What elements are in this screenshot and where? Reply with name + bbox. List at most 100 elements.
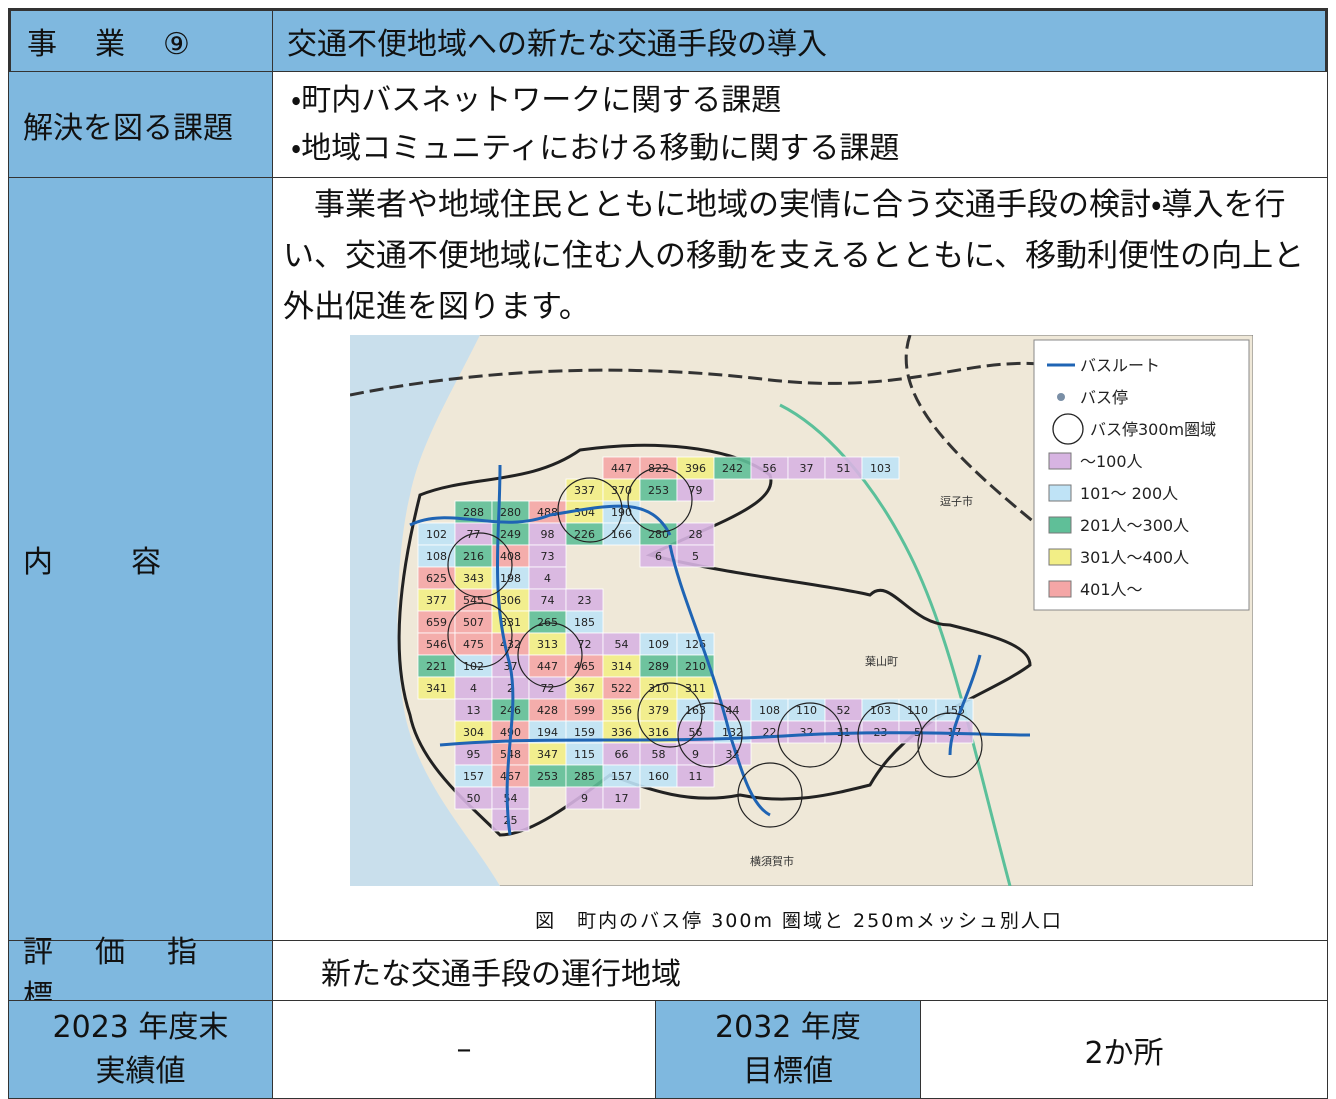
mesh-value: 44 — [726, 704, 740, 717]
content-cell: 事業者や地域住民とともに地域の実情に合う交通手段の検討・導入を行い、交通不便地域… — [272, 177, 1328, 941]
mesh-value: 377 — [426, 594, 447, 607]
mesh-value: 249 — [500, 528, 521, 541]
mesh-value: 347 — [537, 748, 558, 761]
mesh-value: 356 — [611, 704, 632, 717]
mesh-value: 98 — [541, 528, 555, 541]
mesh-value: 428 — [537, 704, 558, 717]
mesh-value: 25 — [504, 814, 518, 827]
mesh-value: 313 — [537, 638, 558, 651]
mesh-value: 465 — [574, 660, 595, 673]
mesh-value: 210 — [685, 660, 706, 673]
mesh-value: 4 — [544, 572, 551, 585]
mesh-value: 102 — [426, 528, 447, 541]
mesh-value: 185 — [574, 616, 595, 629]
legend-label: ～100人 — [1080, 452, 1143, 471]
bus-stop-rings — [447, 467, 983, 828]
mesh-value: 289 — [648, 660, 669, 673]
mesh-value: 522 — [611, 682, 632, 695]
mesh-value: 74 — [541, 594, 555, 607]
content-text: 事業者や地域住民とともに地域の実情に合う交通手段の検討・導入を行い、交通不便地域… — [283, 187, 1305, 325]
legend-swatch — [1048, 452, 1072, 470]
header-title: 交通不便地域への新たな交通手段の導入 — [272, 8, 1328, 72]
mesh-value: 54 — [504, 792, 518, 805]
mesh-value: 108 — [759, 704, 780, 717]
legend-label: バス停300m圏域 — [1090, 420, 1216, 439]
indicator-text: 新たな交通手段の運行地域 — [272, 940, 1328, 1001]
mesh-value: 32 — [800, 726, 814, 739]
label-line: 目標値 — [743, 1053, 833, 1089]
header-label: 事 業 ⑨ — [8, 8, 273, 72]
mesh-value: 625 — [426, 572, 447, 585]
legend-label: 401人～ — [1080, 580, 1143, 599]
mesh-value: 659 — [426, 616, 447, 629]
issue: ・町内バスネットワークに関する課題 — [291, 82, 782, 118]
target-label: 2032 年度 目標値 — [655, 1000, 921, 1099]
current-value: – — [272, 1000, 656, 1099]
mesh-value: 5 — [692, 550, 699, 563]
mesh-value: 54 — [615, 638, 629, 651]
mesh-value: 58 — [652, 748, 666, 761]
mesh-value: 367 — [574, 682, 595, 695]
mesh-value: 17 — [615, 792, 629, 805]
mesh-value: 9 — [581, 792, 588, 805]
mesh-value: 343 — [463, 572, 484, 585]
mesh-value: 79 — [689, 484, 703, 497]
mesh-value: 306 — [500, 594, 521, 607]
mesh-value: 226 — [574, 528, 595, 541]
legend-label: 201人～300人 — [1080, 516, 1189, 535]
mesh-cell — [676, 764, 715, 788]
mesh-cell — [676, 544, 715, 568]
mesh-value: 310 — [648, 682, 669, 695]
legend-label: バスルート — [1080, 356, 1160, 375]
mesh-value: 52 — [837, 704, 851, 717]
mesh-value: 341 — [426, 682, 447, 695]
mesh-value: 246 — [500, 704, 521, 717]
mesh-value: 379 — [648, 704, 669, 717]
mesh-value: 56 — [763, 462, 777, 475]
mesh-value: 253 — [648, 484, 669, 497]
mesh-value: 51 — [837, 462, 851, 475]
mesh-value: 198 — [500, 572, 521, 585]
mesh-value: 475 — [463, 638, 484, 651]
mesh-value: 447 — [611, 462, 632, 475]
legend-swatch — [1048, 548, 1072, 566]
mesh-value: 23 — [578, 594, 592, 607]
sea — [350, 335, 500, 886]
mesh-value: 331 — [500, 616, 521, 629]
legend-swatch — [1048, 516, 1072, 534]
mesh-value: 13 — [467, 704, 481, 717]
issues-cell: ・町内バスネットワークに関する課題 ・地域コミュニティにおける移動に関する課題 — [272, 71, 1328, 178]
mesh-value: 37 — [800, 462, 814, 475]
legend-label: 101～ 200人 — [1080, 484, 1178, 503]
mesh-cell — [676, 478, 715, 502]
legend-swatch — [1052, 413, 1084, 445]
mesh-value: 77 — [467, 528, 481, 541]
label-line: 実績値 — [95, 1053, 186, 1089]
legend-swatch — [1048, 484, 1072, 502]
map-caption: 図 町内のバス停 300m 圏域と 250mメッシュ別人口 — [535, 910, 1063, 932]
mesh-value: 9 — [692, 748, 699, 761]
mesh-value: 159 — [574, 726, 595, 739]
place-name: 葉山町 — [865, 654, 898, 668]
legend-swatch — [1048, 580, 1072, 598]
mesh-value: 336 — [611, 726, 632, 739]
mesh-value: 253 — [537, 770, 558, 783]
mesh-value: 108 — [426, 550, 447, 563]
mesh-value: 6 — [655, 550, 662, 563]
issue: ・地域コミュニティにおける移動に関する課題 — [291, 130, 900, 166]
mesh-value: 50 — [467, 792, 481, 805]
mesh-value: 95 — [467, 748, 481, 761]
current-label: 2023 年度末 実績値 — [8, 1000, 273, 1099]
rail — [350, 361, 1051, 397]
mesh-value: 160 — [648, 770, 669, 783]
mesh-value: 288 — [463, 506, 484, 519]
issues-label: 解決を図る課題 — [8, 71, 273, 178]
legend-swatch — [1057, 393, 1065, 401]
mesh-value: 242 — [722, 462, 743, 475]
mesh-value: 311 — [685, 682, 706, 695]
mesh-value: 109 — [648, 638, 669, 651]
label-line: 2023 年度末 — [52, 1009, 229, 1045]
bus-route — [409, 464, 1031, 836]
